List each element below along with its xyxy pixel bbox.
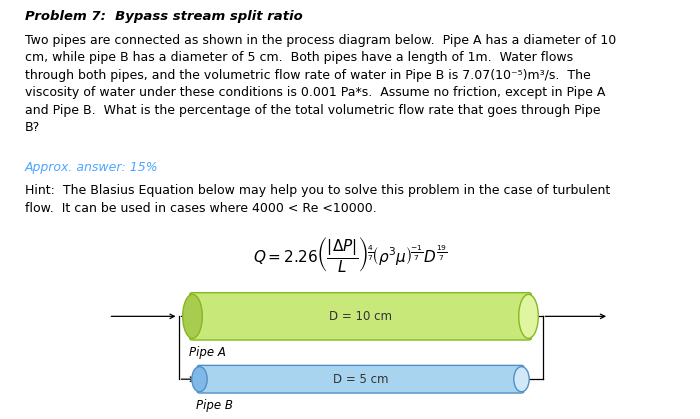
Text: D = 5 cm: D = 5 cm [332,372,389,386]
Text: Two pipes are connected as shown in the process diagram below.  Pipe A has a dia: Two pipes are connected as shown in the … [25,34,616,134]
Text: D = 10 cm: D = 10 cm [329,310,392,323]
Text: Pipe B: Pipe B [196,399,233,412]
Ellipse shape [519,294,538,339]
Ellipse shape [192,367,207,392]
Text: Pipe A: Pipe A [189,346,226,359]
Text: Approx. answer: 15%: Approx. answer: 15% [25,161,158,174]
FancyBboxPatch shape [190,292,531,340]
Text: $Q = 2.26 \left(\dfrac{|\Delta P|}{L}\right)^{\!\frac{4}{7}}\!\left(\rho^3\mu\ri: $Q = 2.26 \left(\dfrac{|\Delta P|}{L}\ri… [253,235,447,274]
Text: Problem 7:  Bypass stream split ratio: Problem 7: Bypass stream split ratio [25,10,302,23]
Text: Hint:  The Blasius Equation below may help you to solve this problem in the case: Hint: The Blasius Equation below may hel… [25,184,610,215]
Ellipse shape [183,294,202,339]
FancyBboxPatch shape [197,365,524,393]
Ellipse shape [514,367,529,392]
